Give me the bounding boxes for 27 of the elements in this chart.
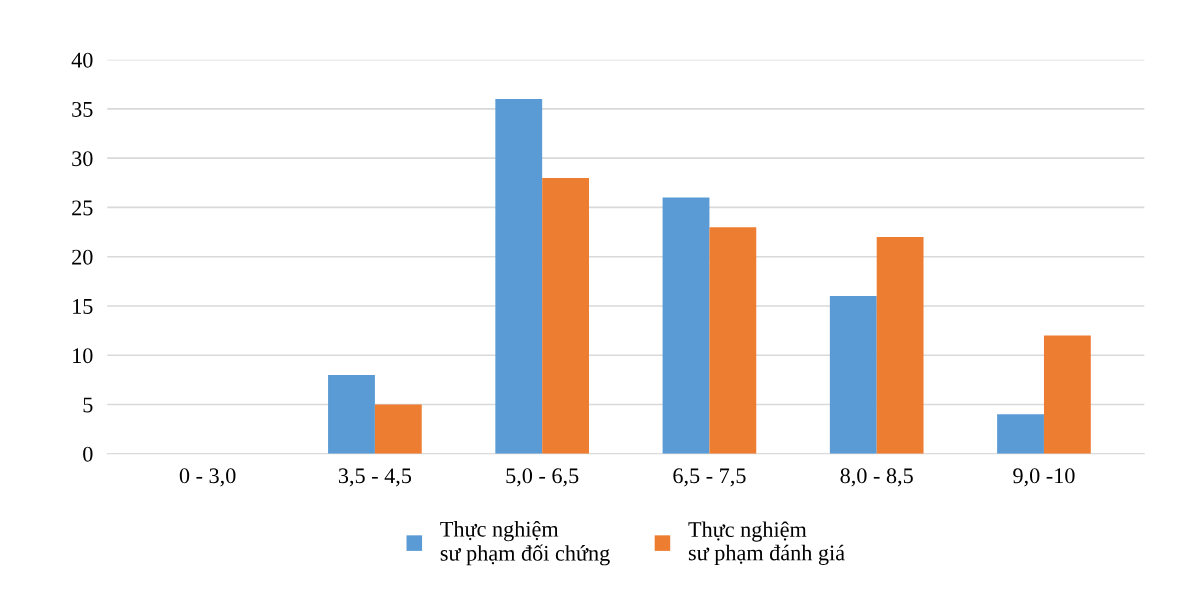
y-tick-label: 5 bbox=[83, 397, 93, 413]
x-tick-label: 3,5 - 4,5 bbox=[338, 468, 412, 487]
x-tick-label: 0 - 3,0 bbox=[179, 468, 236, 487]
bar bbox=[542, 177, 589, 454]
x-tick-label: 8,0 - 8,5 bbox=[840, 468, 913, 487]
x-tick-label: 6,5 - 7,5 bbox=[673, 468, 746, 487]
legend-label: Thực nghiệm sư phạm đánh giá bbox=[688, 521, 845, 565]
x-tick-label: 9,0 -10 bbox=[1013, 468, 1075, 487]
y-tick-label: 30 bbox=[72, 151, 93, 167]
bar bbox=[829, 296, 877, 454]
bar bbox=[662, 197, 710, 454]
bar bbox=[328, 374, 375, 454]
y-tick-label: 35 bbox=[72, 101, 93, 117]
y-tick-label: 25 bbox=[72, 200, 93, 216]
y-tick-label: 40 bbox=[71, 52, 93, 68]
legend-label: Thực nghiệm sư phạm đối chứng bbox=[440, 521, 610, 566]
y-tick-label: 15 bbox=[73, 299, 93, 314]
x-tick-label: 5,0 - 6,5 bbox=[506, 468, 579, 487]
y-tick-label: 20 bbox=[72, 249, 93, 265]
bar bbox=[1043, 335, 1091, 454]
bar bbox=[374, 404, 422, 454]
bar bbox=[997, 414, 1044, 454]
bar bbox=[876, 237, 924, 454]
y-tick-label: 0 bbox=[83, 446, 93, 462]
bar bbox=[709, 227, 757, 454]
y-tick-label: 10 bbox=[73, 348, 93, 364]
bar bbox=[495, 99, 543, 454]
